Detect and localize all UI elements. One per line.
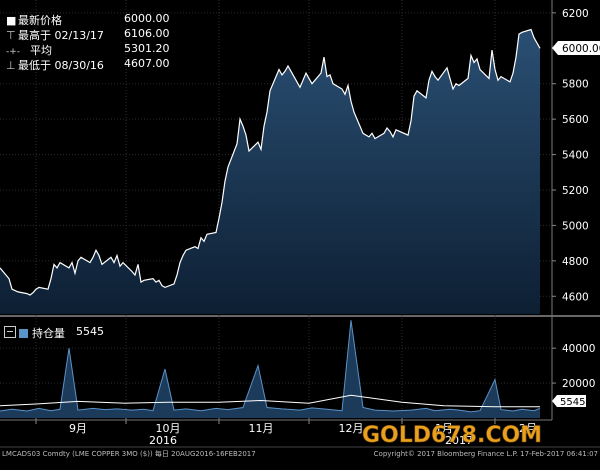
oi-tick-label: 40000 <box>562 343 595 355</box>
legend-label: 最高于 02/13/17 <box>18 29 104 42</box>
legend-label: 最新价格 <box>18 14 62 27</box>
price-tick-label: 5000 <box>562 220 589 232</box>
month-label: 1月 <box>435 422 453 435</box>
oi-panel <box>0 320 552 420</box>
month-label: 10月 <box>156 422 181 435</box>
month-label: 9月 <box>69 422 87 435</box>
oi-line <box>0 320 541 413</box>
legend-high: ⊤ 最高于 02/13/17 <box>6 27 104 43</box>
price-area <box>0 29 540 314</box>
price-tick-label: 4600 <box>562 291 589 303</box>
oi-tick-label: 20000 <box>562 378 595 390</box>
oi-legend-swatch-icon <box>19 329 28 338</box>
oi-legend-label: 持仓量 <box>32 327 65 340</box>
oi-legend: 持仓量 <box>4 325 65 341</box>
price-axis-ticks: 6200 5800 5600 5400 5200 5000 4800 4600 <box>552 8 589 303</box>
price-tick-label: 5800 <box>562 79 589 91</box>
price-tick-label: 5400 <box>562 150 589 162</box>
high-marker-icon: ⊤ <box>6 29 16 42</box>
price-tick-label: 6200 <box>562 8 589 20</box>
price-tick-label: 5200 <box>562 185 589 197</box>
legend-label: 最低于 08/30/16 <box>18 59 104 72</box>
low-marker-icon: ⊥ <box>6 59 16 72</box>
legend-value: 5301.20 <box>124 42 170 55</box>
last-oi-text: 5545 <box>560 397 585 408</box>
month-label: 2月 <box>519 422 537 435</box>
last-price-text: 6000.00 <box>562 43 600 55</box>
legend-square-icon: ■ <box>6 14 17 27</box>
oi-gridlines <box>0 347 552 384</box>
oi-area <box>0 320 540 418</box>
footer-copyright-text: Copyright© 2017 Bloomberg Finance L.P. 1… <box>374 450 598 458</box>
price-line <box>0 28 541 296</box>
legend-average: -+- 平均 <box>6 42 52 58</box>
legend-value: 6106.00 <box>124 27 170 40</box>
legend-value: 6000.00 <box>124 12 170 25</box>
oi-average-line <box>0 394 540 408</box>
watermark-text: GOLD678.COM <box>362 423 542 448</box>
year-label: 2016 <box>149 434 177 447</box>
last-price-badge: 6000.00 <box>552 41 600 55</box>
average-marker-icon: -+- <box>6 47 21 57</box>
price-tick-label: 4800 <box>562 256 589 268</box>
footer-ticker-text: LMCADS03 Comdty (LME COPPER 3MO ($)) 每日 … <box>2 449 256 458</box>
legend-low: ⊥ 最低于 08/30/16 <box>6 57 104 73</box>
legend-last-price: ■ 最新价格 <box>6 12 62 28</box>
month-label: 12月 <box>339 422 364 435</box>
oi-legend-value: 5545 <box>76 325 104 338</box>
month-label: 11月 <box>249 422 274 435</box>
last-oi-badge: 5545 <box>552 395 586 408</box>
oi-axis-ticks: 40000 20000 <box>552 343 595 390</box>
legend-value: 4607.00 <box>124 57 170 70</box>
year-label: 2017 <box>445 434 473 447</box>
x-axis-labels: 9月 10月 11月 12月 1月 2月 2016 2017 <box>0 418 552 447</box>
oi-legend-box-icon <box>4 326 16 338</box>
price-tick-label: 5600 <box>562 114 589 126</box>
legend-label: 平均 <box>30 44 52 57</box>
